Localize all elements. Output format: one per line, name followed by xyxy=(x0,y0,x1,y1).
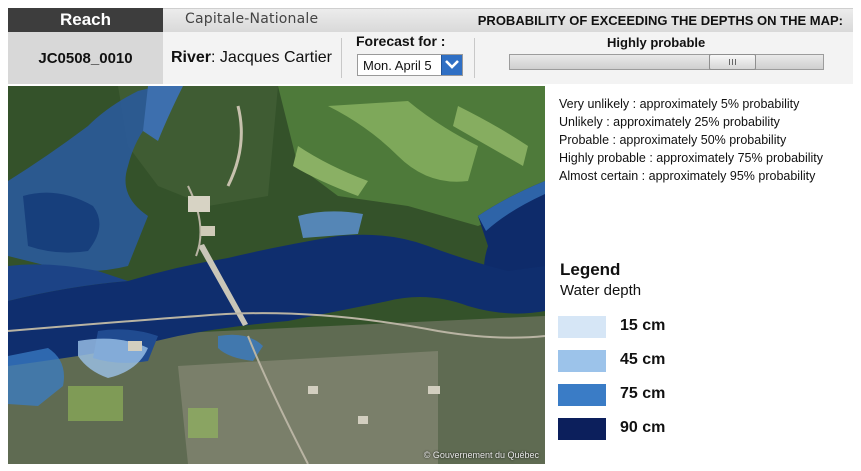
grip-icon xyxy=(732,59,733,65)
legend-item: 90 cm xyxy=(558,418,808,442)
info-bar: JC0508_0010 River: Jacques Cartier Forec… xyxy=(8,32,853,84)
probability-item: Highly probable : approximately 75% prob… xyxy=(559,151,824,165)
legend-item: 15 cm xyxy=(558,316,808,340)
region-header-bar: Capitale-Nationale PROBABILITY OF EXCEED… xyxy=(163,8,853,32)
reach-id: JC0508_0010 xyxy=(8,32,163,84)
legend-item: 75 cm xyxy=(558,384,808,408)
reach-header: Reach xyxy=(8,8,163,32)
legend-swatch xyxy=(558,384,606,406)
grip-icon xyxy=(735,59,736,65)
map-credit: © Gouvernement du Québec xyxy=(423,450,539,460)
forecast-date-value: Mon. April 5 xyxy=(363,57,432,73)
legend-label: 45 cm xyxy=(620,351,666,368)
legend-label: 90 cm xyxy=(620,419,666,436)
region-name: Capitale-Nationale xyxy=(185,11,319,27)
river-value: Jacques Cartier xyxy=(219,49,332,66)
divider xyxy=(341,38,342,78)
map-image xyxy=(8,86,545,464)
probability-item: Very unlikely : approximately 5% probabi… xyxy=(559,97,800,111)
legend-label: 75 cm xyxy=(620,385,666,402)
river-label: River xyxy=(171,49,212,66)
river-info: River: Jacques Cartier xyxy=(171,49,332,67)
flood-map[interactable]: © Gouvernement du Québec xyxy=(8,86,545,464)
probability-item: Almost certain : approximately 95% proba… xyxy=(559,169,816,183)
chevron-down-icon[interactable] xyxy=(441,55,462,75)
legend-item: 45 cm xyxy=(558,350,808,374)
divider xyxy=(474,38,475,78)
reach-id-value: JC0508_0010 xyxy=(38,49,133,67)
legend-title: Legend xyxy=(560,260,621,279)
probability-item: Probable : approximately 50% probability xyxy=(559,133,787,147)
grip-icon xyxy=(729,59,730,65)
legend-swatch xyxy=(558,350,606,372)
forecast-date-select[interactable]: Mon. April 5 xyxy=(357,54,463,76)
reach-header-label: Reach xyxy=(59,10,112,29)
legend-label: 15 cm xyxy=(620,317,666,334)
legend-swatch xyxy=(558,418,606,440)
legend-swatch xyxy=(558,316,606,338)
forecast-label: Forecast for : xyxy=(356,33,446,49)
probability-title: PROBABILITY OF EXCEEDING THE DEPTHS ON T… xyxy=(477,13,843,28)
river-colon: : xyxy=(211,49,220,66)
probability-slider-track[interactable] xyxy=(509,54,824,70)
probability-list: Very unlikely : approximately 5% probabi… xyxy=(559,95,823,185)
probability-slider-thumb[interactable] xyxy=(709,54,756,70)
legend-subtitle: Water depth xyxy=(560,282,642,299)
probability-level-label: Highly probable xyxy=(607,35,706,50)
probability-item: Unlikely : approximately 25% probability xyxy=(559,115,780,129)
